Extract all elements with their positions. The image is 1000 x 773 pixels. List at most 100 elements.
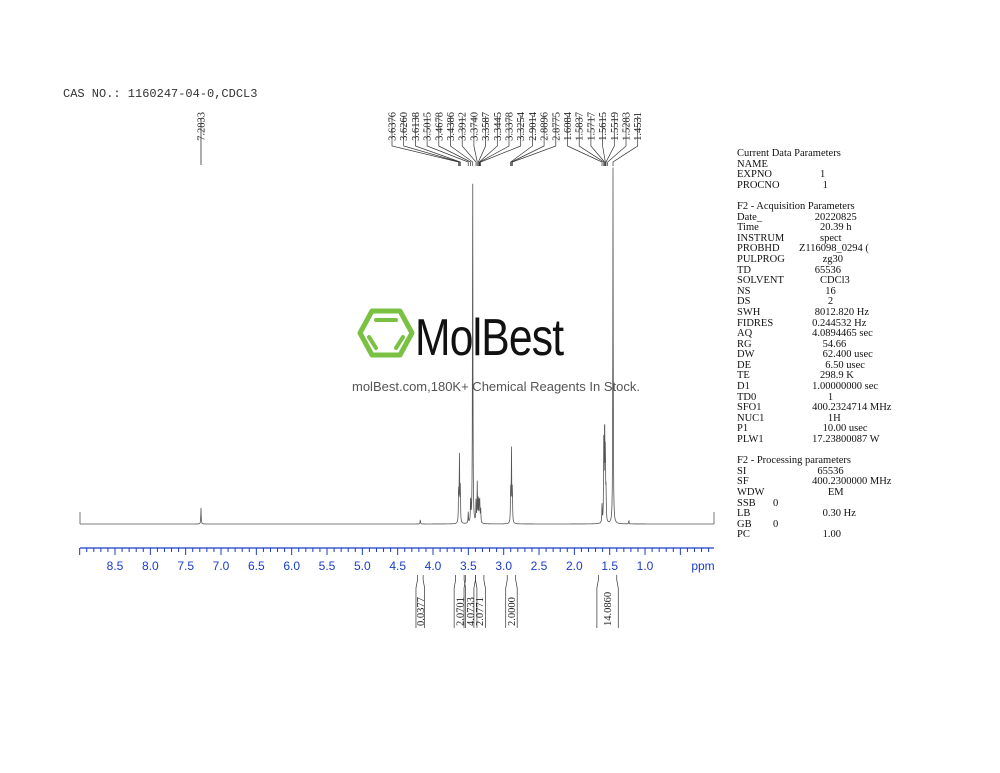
cas-number-header: CAS NO.: 1160247-04-0,CDCL3: [63, 87, 258, 101]
parameter-row: DE 6.50 usec: [737, 359, 891, 372]
peak-label-connector: [607, 116, 627, 166]
peak-label-connector: [605, 116, 615, 166]
peak-label-connector: [450, 116, 474, 166]
parameter-value: 0.244532 Hz: [799, 317, 867, 329]
peak-label-connector: [567, 116, 603, 166]
parameter-group: F2 - Processing parameters SI 65536 SF 400…: [737, 456, 891, 541]
parameter-value: 17.23800087 W: [799, 434, 880, 446]
parameter-key: D1: [737, 381, 750, 393]
parameter-row: PULPROG zg30: [737, 254, 891, 266]
parameter-row: NUC1 1H: [737, 412, 891, 425]
parameter-row: SSB 0: [737, 497, 891, 510]
peak-label: 2.8896: [540, 112, 551, 141]
parameter-row: AQ 4.0894465 sec: [737, 328, 891, 340]
parameter-value: 8012.820 Hz: [799, 306, 869, 318]
integral-bracket-left: [505, 575, 508, 628]
peak-label-connector: [461, 116, 477, 166]
parameter-key: EXPNO: [737, 169, 773, 181]
parameter-row: GB 0: [737, 518, 891, 531]
parameter-value: EM: [799, 487, 844, 498]
parameter-key: NS: [737, 285, 751, 297]
parameter-value: 10.00 usec: [799, 423, 868, 435]
integral-bracket-left: [415, 575, 418, 628]
parameter-value: 1: [799, 391, 834, 403]
parameter-value: 298.9 K: [799, 370, 854, 382]
parameter-value: 62.400 usec: [799, 349, 873, 361]
parameter-row: LB 0.30 Hz: [737, 509, 891, 520]
parameter-group-title: Current Data Parameters: [737, 148, 841, 159]
parameter-value: 1: [799, 179, 828, 191]
watermark-logo-text: MolBest: [415, 309, 564, 367]
x-tick-label: 2.0: [566, 559, 583, 573]
peak-label-connector: [480, 116, 522, 166]
x-tick-label: 8.5: [107, 559, 124, 573]
parameter-key: INSTRUM: [737, 232, 785, 244]
parameter-value: 400.2300000 MHz: [799, 476, 892, 488]
peak-label-connector: [426, 116, 469, 166]
integral-bracket-right: [483, 575, 486, 628]
parameter-row: P1 10.00 usec: [737, 424, 891, 435]
integral-bracket-right: [422, 575, 425, 628]
peak-label-connector: [510, 116, 533, 166]
peak-label: 2.8775: [551, 112, 562, 141]
parameter-row: Time 20.39 h: [737, 223, 891, 234]
parameter-key: PC: [737, 529, 750, 541]
parameter-value: 0: [773, 518, 779, 530]
parameter-row: Date_ 20220825: [737, 212, 891, 224]
integral-value: 4.0733: [466, 597, 477, 626]
peak-label: 3.3912: [458, 112, 469, 141]
parameter-value: 16: [799, 285, 836, 297]
integral-bracket-left: [463, 575, 466, 628]
parameter-row: FIDRES 0.244532 Hz: [737, 317, 891, 330]
peak-label-connector: [415, 116, 461, 166]
parameter-row: TE 298.9 K: [737, 371, 891, 382]
parameter-group: F2 - Acquisition Parameters Date_ 2022082…: [737, 201, 891, 446]
parameter-value: CDCl3: [799, 275, 850, 287]
x-tick-label: 5.0: [354, 559, 371, 573]
peak-label: 3.3445: [493, 112, 504, 141]
peak-label: 1.5717: [586, 112, 597, 141]
peak-label: 2.9014: [528, 111, 539, 141]
peak-label-connector: [403, 116, 460, 166]
parameter-row: SI 65536: [737, 466, 891, 478]
parameter-value: 0: [773, 497, 779, 509]
parameter-key: SSB: [737, 497, 756, 509]
parameter-key: TD0: [737, 391, 757, 403]
integral-value: 2.0771: [475, 597, 486, 626]
peak-label: 3.4678: [434, 112, 445, 141]
parameter-value: 1: [799, 169, 826, 181]
parameter-value: 6.50 usec: [799, 359, 865, 371]
parameter-row: SFO1 400.2324714 MHz: [737, 403, 891, 414]
peak-label-connector: [391, 116, 459, 166]
parameter-key: SF: [737, 476, 749, 488]
parameter-row: PROBHD Z116098_0294 (: [737, 244, 891, 255]
x-tick-label: 7.0: [213, 559, 230, 573]
parameter-row: DW 62.400 usec: [737, 350, 891, 361]
peak-label: 1.5837: [575, 112, 586, 141]
peak-label: 3.4386: [446, 112, 457, 141]
watermark-tagline: molBest.com,180K+ Chemical Reagents In S…: [352, 379, 640, 394]
x-axis-label: ppm: [691, 559, 714, 573]
parameter-group: Current Data Parameters NAME EXPNO 1 PROCNO…: [737, 148, 891, 191]
integral-bracket-left: [473, 575, 476, 628]
integral-bracket-left: [596, 575, 599, 628]
parameter-row: D1 1.00000000 sec: [737, 381, 891, 393]
peak-label-connector: [438, 116, 471, 166]
parameter-key: WDW: [737, 487, 765, 498]
parameter-value: 4.0894465 sec: [799, 328, 873, 340]
parameter-value: 400.2324714 MHz: [799, 402, 892, 414]
peak-label-connector: [602, 116, 606, 166]
parameter-key: NUC1: [737, 412, 765, 424]
parameter-value: spect: [799, 232, 842, 244]
parameter-key: LB: [737, 508, 751, 520]
peak-label: 3.3254: [516, 111, 527, 141]
peak-label: 1.6084: [563, 111, 574, 141]
x-tick-label: 7.5: [177, 559, 194, 573]
x-tick-label: 5.5: [319, 559, 336, 573]
integral-value: 0.0377: [416, 597, 427, 626]
parameter-key: FIDRES: [737, 317, 774, 329]
x-tick-label: 4.0: [425, 559, 442, 573]
parameter-key: PROCNO: [737, 179, 780, 191]
parameter-group-title: F2 - Processing parameters: [737, 455, 852, 467]
